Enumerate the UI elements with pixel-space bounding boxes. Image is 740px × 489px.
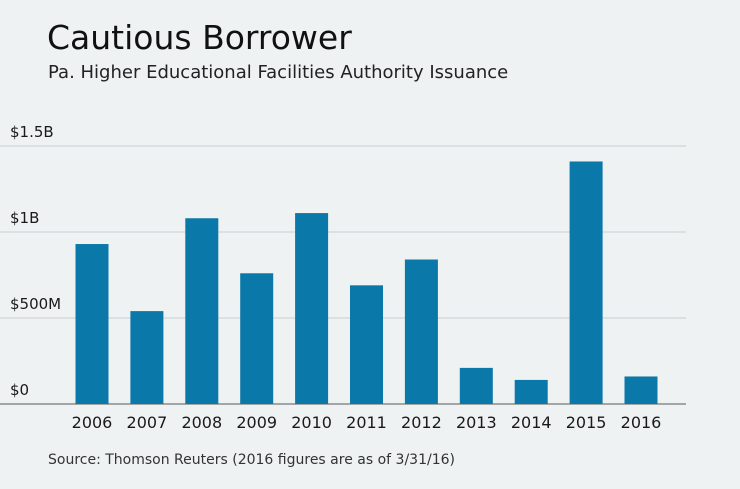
bar-2010 [295,213,329,404]
x-tick-label: 2008 [181,413,222,432]
x-tick-label: 2014 [511,413,552,432]
y-axis-ticks: $0 $500M $1B $1.5B [10,123,61,399]
bar-2009 [240,273,274,404]
x-tick-label: 2011 [346,413,387,432]
bar-2011 [350,285,383,404]
bar-2008 [185,218,219,404]
x-tick-label: 2015 [566,413,607,432]
y-tick-label: $500M [10,295,61,313]
x-tick-label: 2016 [621,413,662,432]
chart-title: Cautious Borrower [47,18,352,57]
x-axis-ticks: 2006 2007 2008 2009 2010 2011 2012 2013 2014 2015… [72,413,662,432]
bar-2015 [569,161,603,404]
y-tick-label: $1B [10,209,39,227]
chart-subtitle: Pa. Higher Educational Facilities Author… [48,62,509,83]
bar-2012 [404,259,438,404]
y-tick-label: $0 [10,381,29,399]
x-tick-label: 2012 [401,413,442,432]
x-tick-label: 2007 [127,413,168,432]
bars [75,161,658,404]
y-tick-label: $1.5B [10,123,54,141]
bar-2006 [75,244,109,404]
bar-2014 [514,379,548,404]
x-tick-label: 2006 [72,413,113,432]
x-tick-label: 2009 [236,413,277,432]
source-note: Source: Thomson Reuters (2016 figures ar… [48,452,455,468]
bar-2013 [459,367,493,404]
x-tick-label: 2013 [456,413,497,432]
bar-2007 [130,311,164,404]
x-tick-label: 2010 [291,413,332,432]
bar-2016 [624,376,658,404]
